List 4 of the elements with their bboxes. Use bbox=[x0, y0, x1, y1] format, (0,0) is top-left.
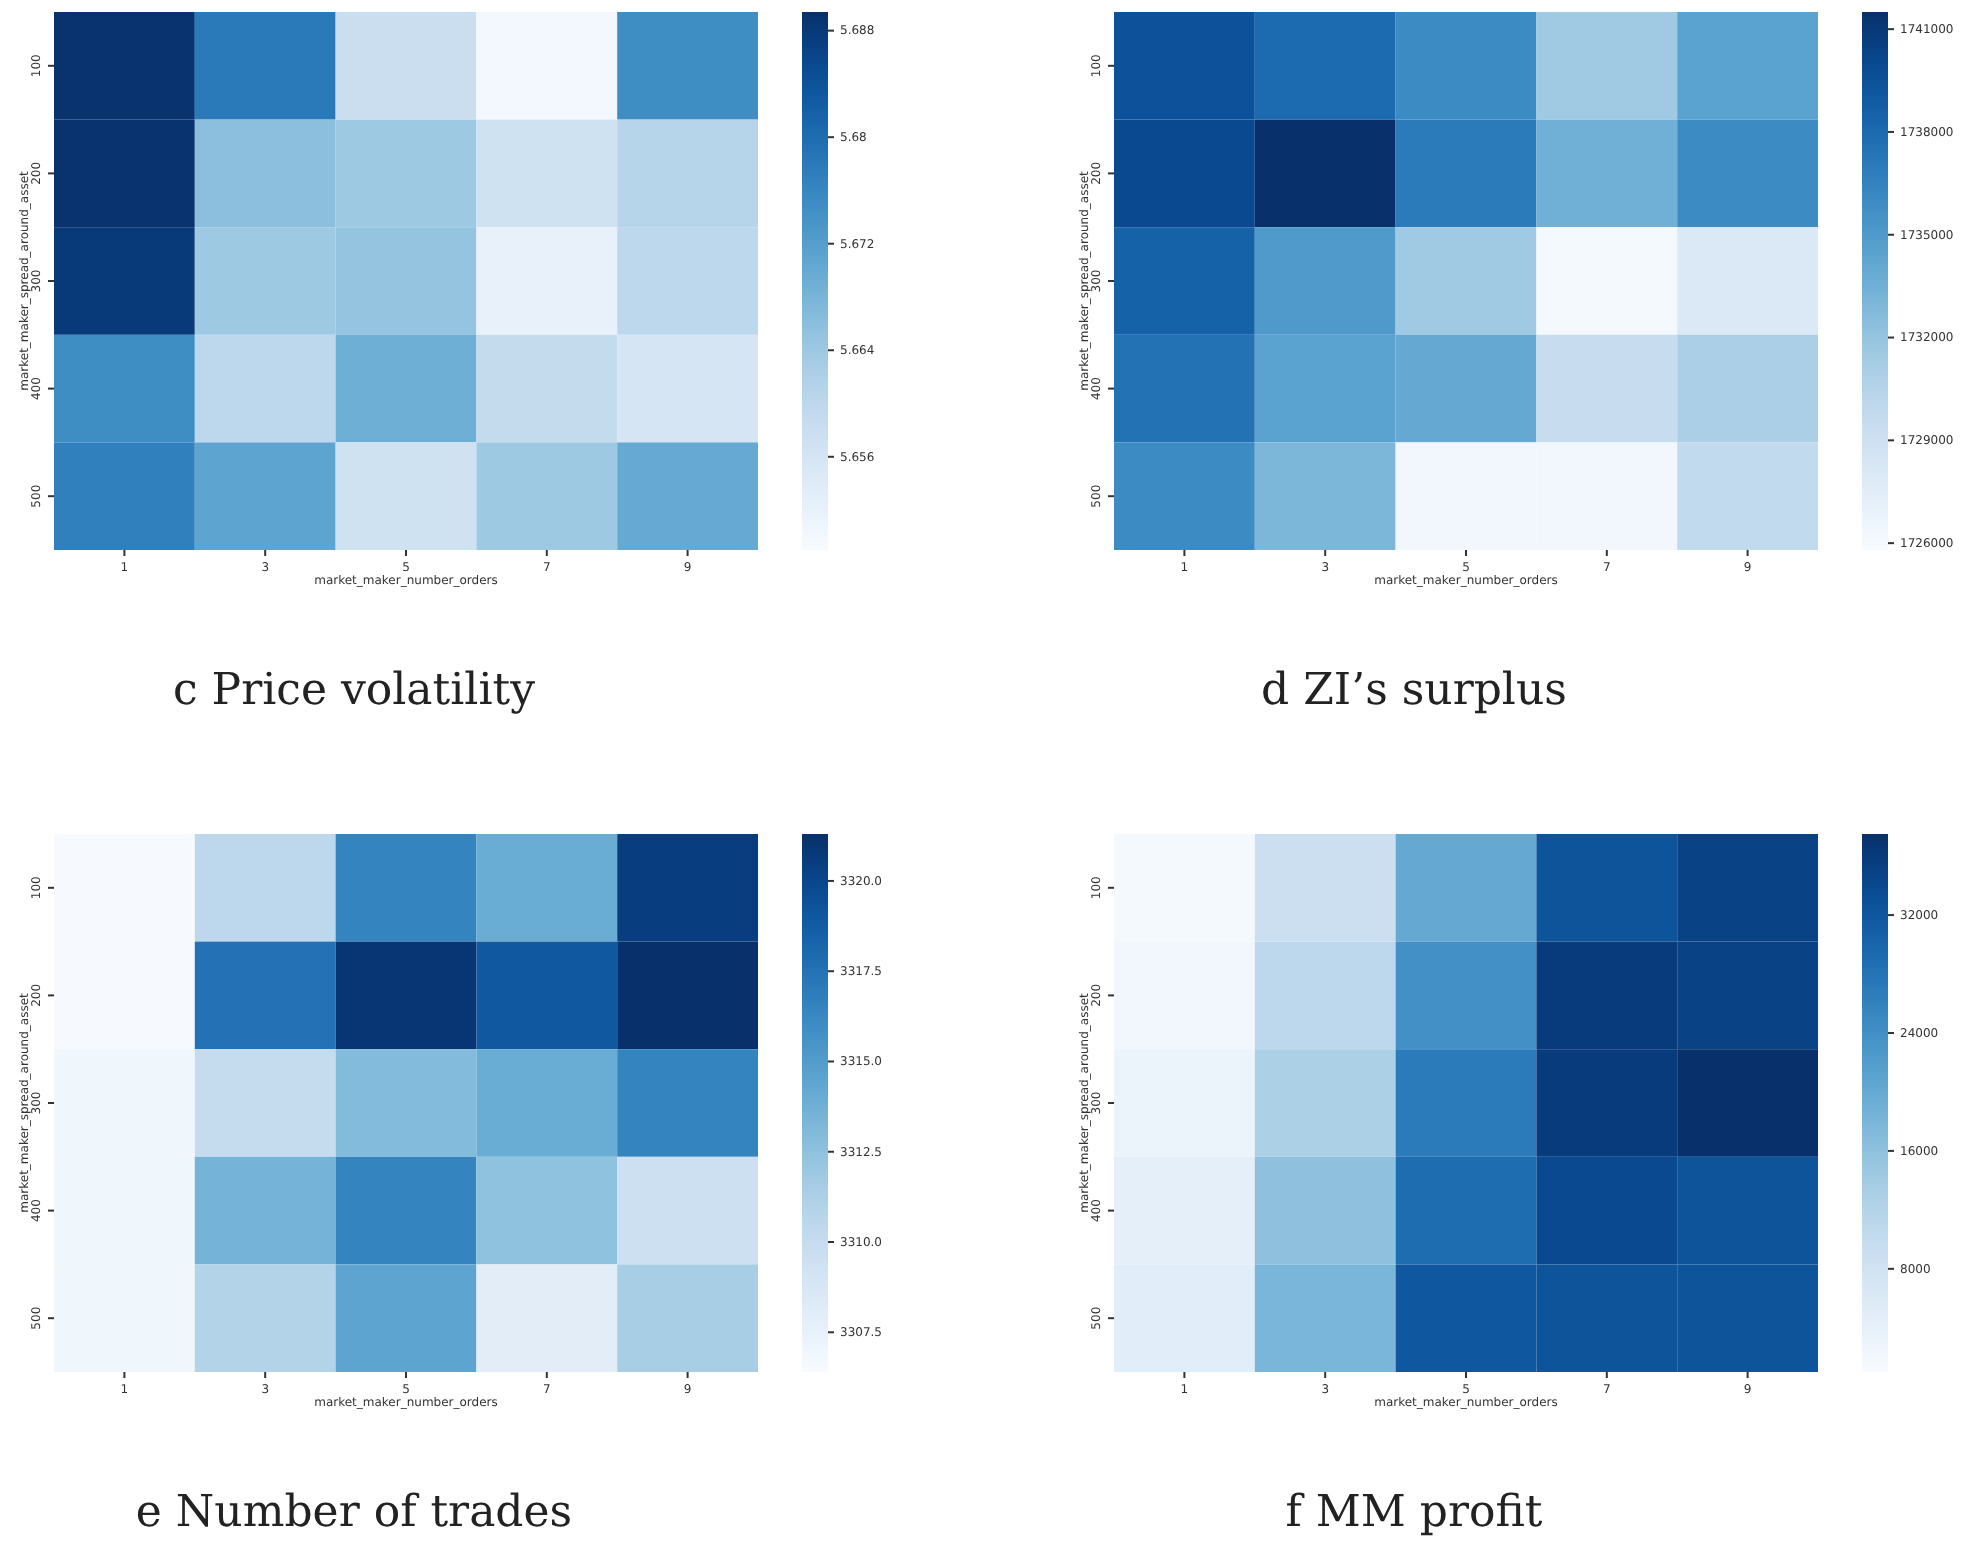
text: d ZI’s surplus bbox=[1261, 666, 1567, 716]
text: c Price volatility bbox=[172, 666, 537, 716]
text: e Number of trades bbox=[135, 1488, 573, 1538]
text: f MM profit bbox=[1285, 1488, 1543, 1538]
